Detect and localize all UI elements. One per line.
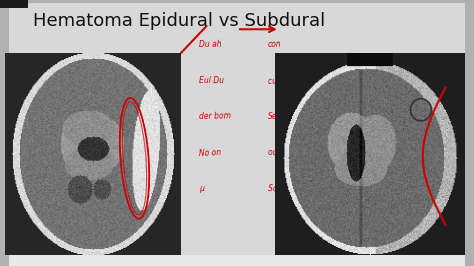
Text: Hematoma Epidural vs Subdural: Hematoma Epidural vs Subdural [33,12,326,30]
Bar [9,255,465,266]
Text: cut Du: cut Du [268,76,293,86]
Text: So a: So a [268,184,285,193]
Text: con: con [268,40,282,49]
Text: der bom: der bom [199,112,231,121]
Text: Eul Du: Eul Du [199,76,224,85]
Bar [0,0,28,8]
Text: μ: μ [199,184,204,193]
Text: No on: No on [199,148,222,158]
Text: oug bu: oug bu [268,148,294,157]
Text: Du ah: Du ah [199,40,222,49]
Text: Senble: Senble [268,112,294,122]
